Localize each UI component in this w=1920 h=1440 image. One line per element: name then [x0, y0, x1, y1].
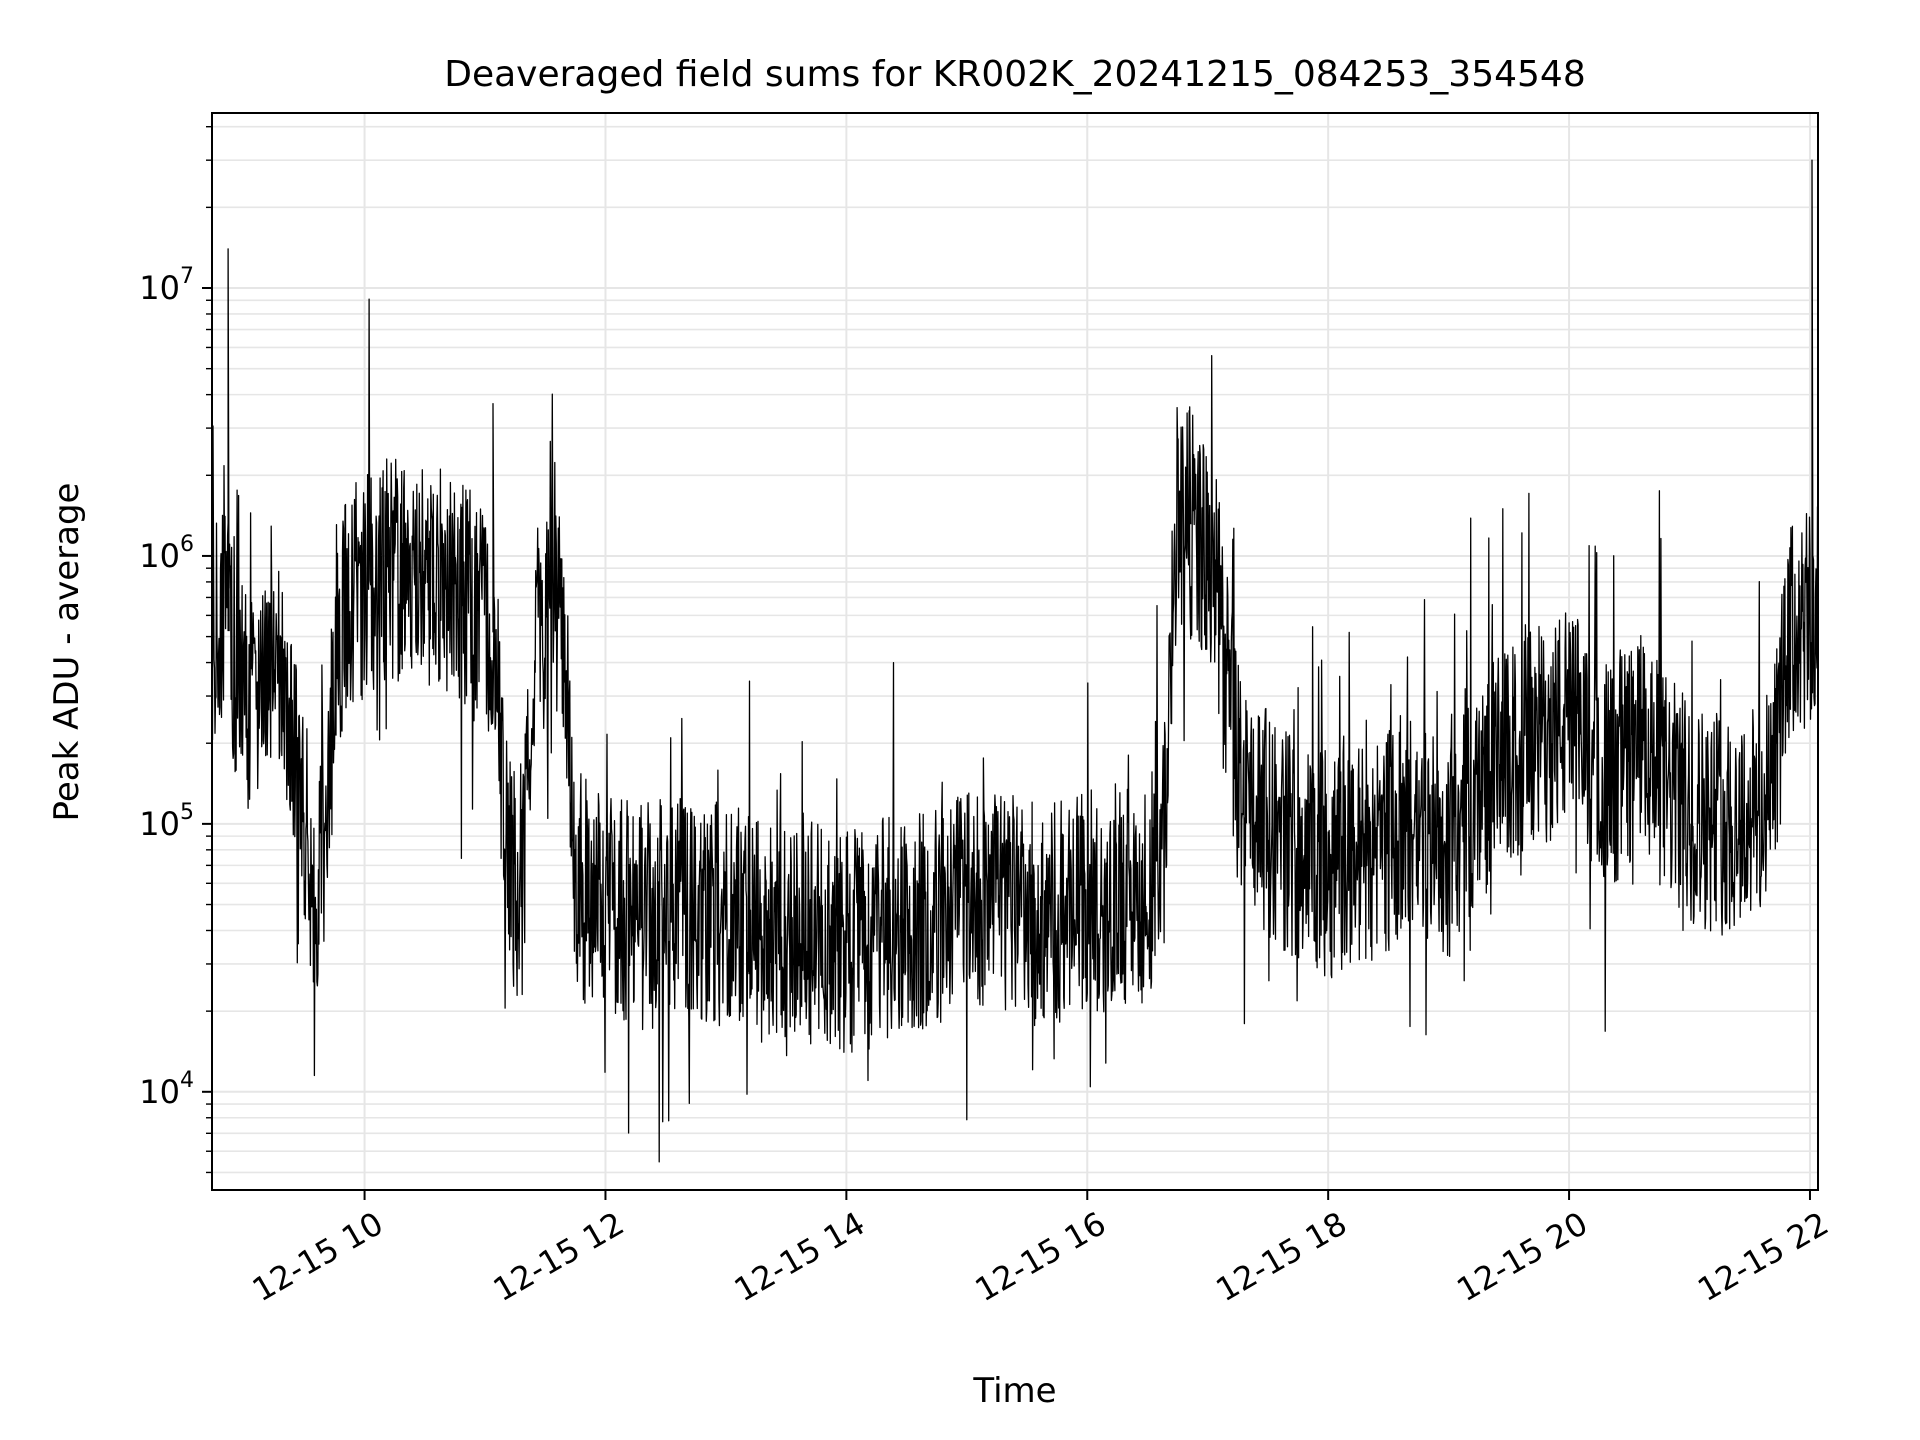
y-tick-label: 106 [139, 532, 194, 575]
plot-frame [211, 112, 1819, 1191]
series-line [211, 159, 1819, 1163]
x-tick-label: 12-15 10 [246, 1204, 390, 1309]
y-tick-label: 107 [139, 264, 194, 307]
x-tick-label: 12-15 12 [487, 1204, 631, 1309]
x-tick-label: 12-15 16 [969, 1204, 1113, 1309]
data-line-group [211, 159, 1819, 1163]
x-tick-label: 12-15 20 [1450, 1204, 1594, 1309]
x-tick-label: 12-15 14 [728, 1204, 872, 1309]
chart-title: Deaveraged field sums for KR002K_2024121… [444, 54, 1585, 95]
y-tick-label: 105 [139, 800, 194, 843]
y-axis-label: Peak ADU - average [47, 483, 87, 822]
x-axis-label: Time [972, 1371, 1056, 1411]
y-tick-label: 104 [139, 1068, 194, 1111]
x-tick-label: 12-15 18 [1209, 1204, 1353, 1309]
x-tick-label: 12-15 22 [1691, 1204, 1835, 1309]
